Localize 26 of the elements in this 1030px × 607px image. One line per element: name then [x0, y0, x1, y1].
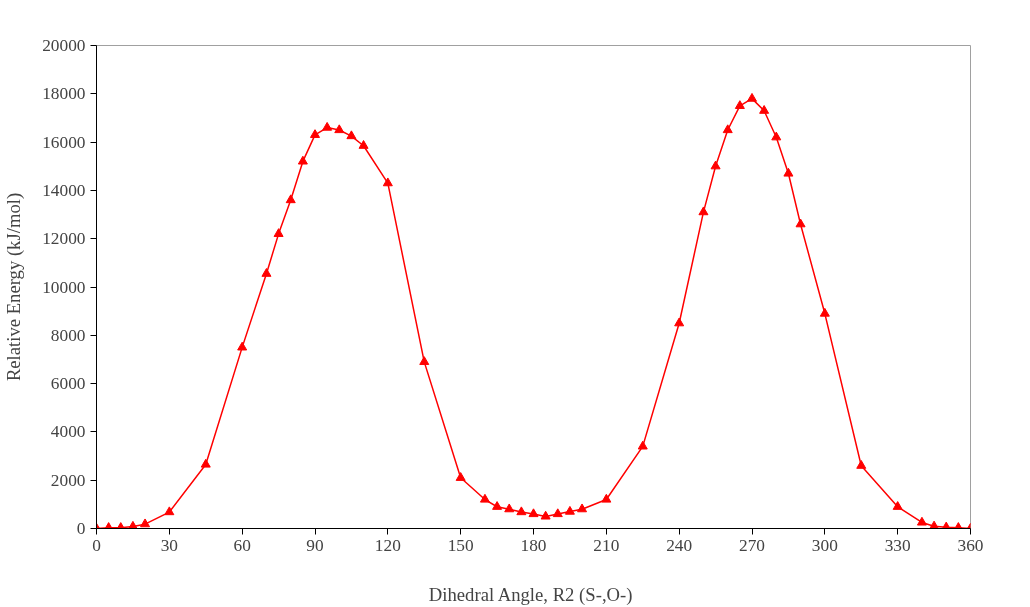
x-tick-label: 270 — [739, 535, 765, 555]
x-axis-title: Dihedral Angle, R2 (S-,O-) — [428, 583, 633, 606]
x-tick-label: 60 — [233, 535, 251, 555]
y-tick-label: 0 — [76, 519, 86, 538]
x-tick-label: 90 — [306, 535, 324, 555]
y-tick-label: 20000 — [42, 36, 86, 55]
x-tick-label: 210 — [593, 535, 620, 555]
y-tick-label: 12000 — [42, 229, 86, 249]
y-tick-label: 16000 — [42, 132, 86, 152]
x-tick-label: 150 — [447, 535, 474, 555]
y-tick-label: 2000 — [50, 470, 86, 490]
y-tick-label: 14000 — [42, 180, 86, 200]
y-tick-label: 8000 — [50, 325, 86, 345]
y-axis-title: Relative Energy (kJ/mol) — [3, 192, 26, 382]
x-tick-label: 120 — [374, 535, 401, 555]
x-tick-label: 30 — [160, 535, 178, 555]
x-tick-label: 360 — [957, 535, 984, 555]
y-tick-label: 6000 — [50, 374, 86, 394]
x-tick-label: 300 — [811, 535, 838, 555]
x-tick-label: 0 — [92, 535, 101, 555]
x-tick-label: 240 — [666, 535, 693, 555]
y-tick-label: 10000 — [42, 277, 86, 297]
x-tick-label: 330 — [884, 535, 911, 555]
y-tick-label: 18000 — [42, 84, 86, 104]
y-tick-label: 4000 — [50, 422, 86, 442]
x-tick-label: 180 — [520, 535, 547, 555]
